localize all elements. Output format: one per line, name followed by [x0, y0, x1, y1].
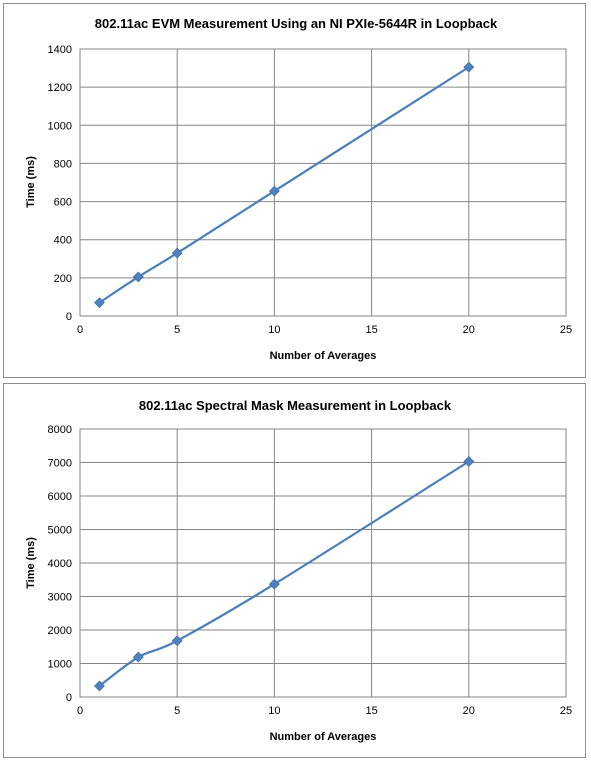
x-tick-label: 0 [77, 324, 83, 336]
plot-area-frame [79, 428, 567, 698]
x-tick-label: 10 [268, 705, 280, 717]
y-tick-label: 4000 [48, 558, 72, 570]
y-tick-label: 1200 [48, 82, 72, 94]
y-tick-label: 5000 [48, 525, 72, 537]
data-point-diamond [171, 635, 183, 647]
data-point-diamond [463, 61, 475, 73]
y-tick-label: 2000 [48, 625, 72, 637]
evm-chart: 802.11ac EVM Measurement Using an NI PXI… [25, 16, 572, 362]
y-tick-label: 400 [54, 235, 72, 247]
chart-title: 802.11ac EVM Measurement Using an NI PXI… [95, 16, 498, 31]
y-tick-label: 0 [66, 692, 72, 704]
y-tick-label: 600 [54, 197, 72, 209]
data-point-diamond [463, 456, 475, 467]
data-point-diamond [94, 680, 105, 692]
data-point-diamond [132, 651, 144, 663]
x-axis-label: Number of Averages [270, 350, 377, 362]
data-point-diamond [132, 271, 144, 283]
y-tick-label: 800 [54, 158, 72, 170]
data-point-diamond [171, 247, 183, 259]
y-tick-label: 1000 [48, 120, 72, 132]
series-line [98, 66, 470, 304]
x-tick-label: 25 [560, 705, 572, 717]
y-tick-label: 7000 [48, 458, 72, 470]
y-axis-label: Time (ms) [25, 537, 37, 589]
y-tick-label: 3000 [48, 592, 72, 604]
chart-panel-spectral-mask: 802.11ac Spectral Mask Measurement in Lo… [3, 383, 586, 758]
x-tick-label: 10 [268, 324, 280, 336]
x-axis-label: Number of Averages [270, 731, 377, 743]
y-tick-label: 200 [54, 273, 72, 285]
data-point-diamond [268, 578, 280, 590]
x-tick-label: 20 [463, 324, 475, 336]
x-tick-label: 20 [463, 705, 475, 717]
spectral-mask-chart: 802.11ac Spectral Mask Measurement in Lo… [25, 398, 572, 743]
y-tick-label: 6000 [48, 491, 72, 503]
y-tick-label: 1000 [48, 659, 72, 671]
x-tick-label: 15 [365, 705, 377, 717]
plot-area-frame [79, 48, 567, 317]
chart-panel-evm: 802.11ac EVM Measurement Using an NI PXI… [3, 3, 586, 378]
data-point-diamond [94, 297, 105, 309]
chart-title: 802.11ac Spectral Mask Measurement in Lo… [139, 398, 452, 413]
data-point-diamond [268, 185, 280, 197]
x-tick-label: 15 [365, 324, 377, 336]
y-axis-label: Time (ms) [25, 156, 37, 208]
y-tick-label: 0 [66, 311, 72, 323]
y-tick-label: 1400 [48, 44, 72, 56]
x-tick-label: 25 [560, 324, 572, 336]
x-tick-label: 0 [77, 705, 83, 717]
series-line [98, 460, 470, 687]
x-tick-label: 5 [174, 705, 180, 717]
y-tick-label: 8000 [48, 424, 72, 436]
x-tick-label: 5 [174, 324, 180, 336]
